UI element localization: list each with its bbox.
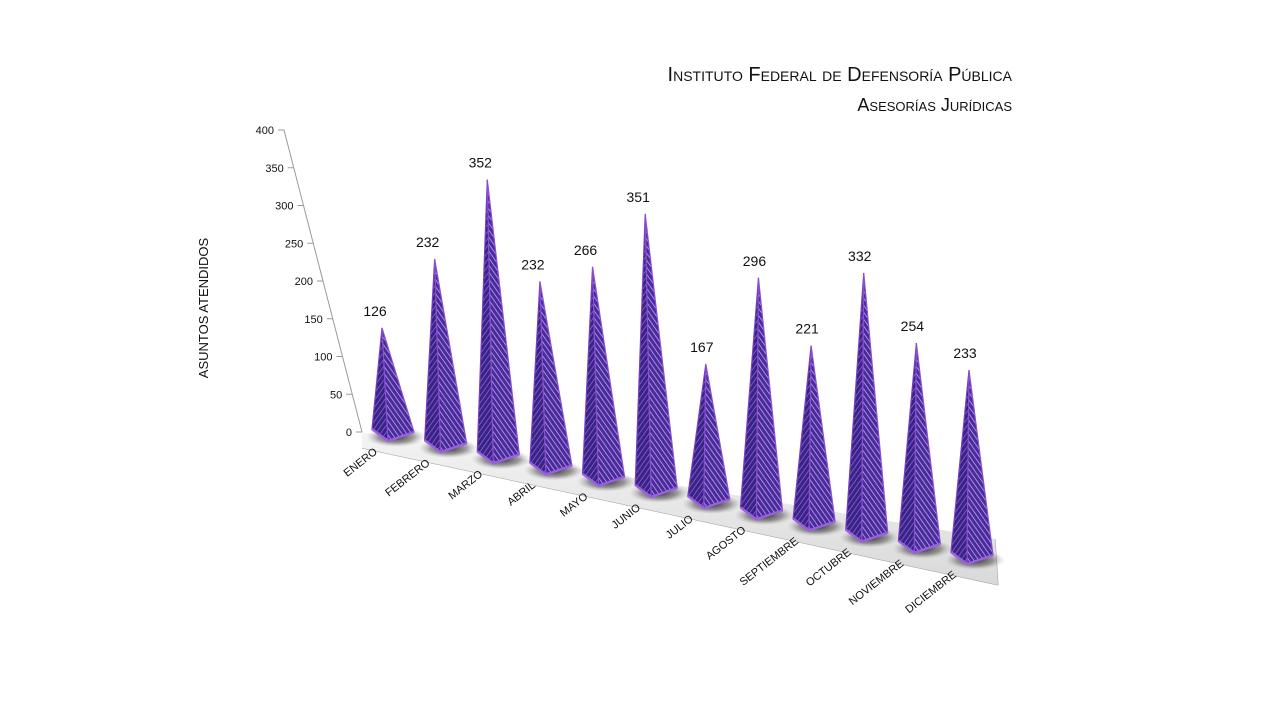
x-tick-label: ENERO [342,446,381,480]
bar-base-rim [581,472,625,488]
bar-diciembre [950,370,994,566]
y-tick-label: 400 [256,125,274,137]
bar-face-right [434,258,468,454]
x-tick-label: ABRIL [505,479,537,508]
bar-base-rim [476,450,520,465]
data-label: 167 [690,339,714,355]
x-tick-label: OCTUBRE [804,547,854,590]
bar-base-rim [792,517,836,532]
x-tick-label: MARZO [446,468,485,502]
data-label: 332 [848,248,872,264]
bar-base-rim [371,428,415,443]
bar-face-right [808,345,836,532]
bar-face-right [539,281,573,476]
bar-mayo [581,266,626,488]
floor-band [362,432,998,585]
data-label: 233 [953,345,977,361]
bar-base-rim [845,528,889,543]
bar-face-left [739,277,760,521]
bar-octubre [845,272,889,543]
data-label: 232 [416,234,440,250]
bar-septiembre [792,345,836,532]
bar-julio [687,363,731,510]
bar-agosto [739,277,784,521]
y-axis-title: ASUNTOS ATENDIDOS [196,237,211,378]
y-tick-label: 200 [295,276,313,288]
bar-face-left [897,342,917,555]
bar-face-right [644,213,678,498]
bar-junio [634,213,678,499]
bar-face-left [687,363,707,510]
bar-face-right [703,363,731,509]
bar-face-right [381,327,415,442]
bar-face-right [591,266,626,487]
x-tick-label: SEPTIEMBRE [738,535,801,588]
x-tick-label: JULIO [664,513,696,542]
bar-abril [529,281,573,476]
bar-base-rim [634,483,678,499]
bar-base-rim [423,439,468,454]
data-label: 266 [574,242,598,258]
x-tick-label: AGOSTO [704,524,749,563]
bar-face-right [755,277,784,521]
y-tick-label: 350 [265,163,283,175]
bar-face-left [845,272,865,543]
chart-title: Instituto Federal de Defensoría Pública [667,64,1012,86]
x-tick-label: JUNIO [610,502,644,532]
bar-noviembre [897,342,942,555]
bar-face-right [913,342,942,554]
data-label: 126 [363,303,387,319]
data-label: 296 [743,253,767,269]
bar-face-left [950,370,970,566]
x-tick-label: NOVIEMBRE [847,558,906,608]
bar-face-right [966,370,994,565]
y-tick-label: 100 [314,352,332,364]
chart-floor [362,432,998,585]
bar-base-rim [897,539,941,555]
data-label: 254 [901,318,925,334]
bar-base-rim [687,495,731,510]
bar-base-rim [950,551,994,566]
data-label: 221 [795,321,819,337]
chart-subtitle: Asesorías Jurídicas [857,95,1012,115]
bar-base-rim [529,461,573,476]
x-tick-label: FEBRERO [383,457,433,499]
bar-febrero [423,258,468,454]
bar-face-left [792,345,812,532]
y-tick-label: 300 [275,201,293,213]
y-tick-label: 150 [304,314,322,326]
data-label: 351 [627,189,651,205]
x-tick-label: DICIEMBRE [903,569,959,616]
bar-base-rim [739,506,783,521]
bars [366,179,1005,570]
data-label: 232 [521,256,545,272]
y-tick-label: 250 [285,238,303,250]
x-tick-label: MAYO [558,490,591,519]
bar-marzo [476,179,520,465]
y-tick-label: 50 [330,389,342,401]
data-label: 352 [469,155,493,171]
bar-face-right [861,272,889,543]
bar-face-right [486,179,520,465]
y-tick-label: 0 [346,427,352,439]
data-labels: 126 232 352 232 266 351 167 296 221 332 254 233 [363,155,977,361]
y-axis-labels: 0 50 100 150 200 250 300 350 400 [256,125,352,439]
bar-enero [371,327,415,443]
